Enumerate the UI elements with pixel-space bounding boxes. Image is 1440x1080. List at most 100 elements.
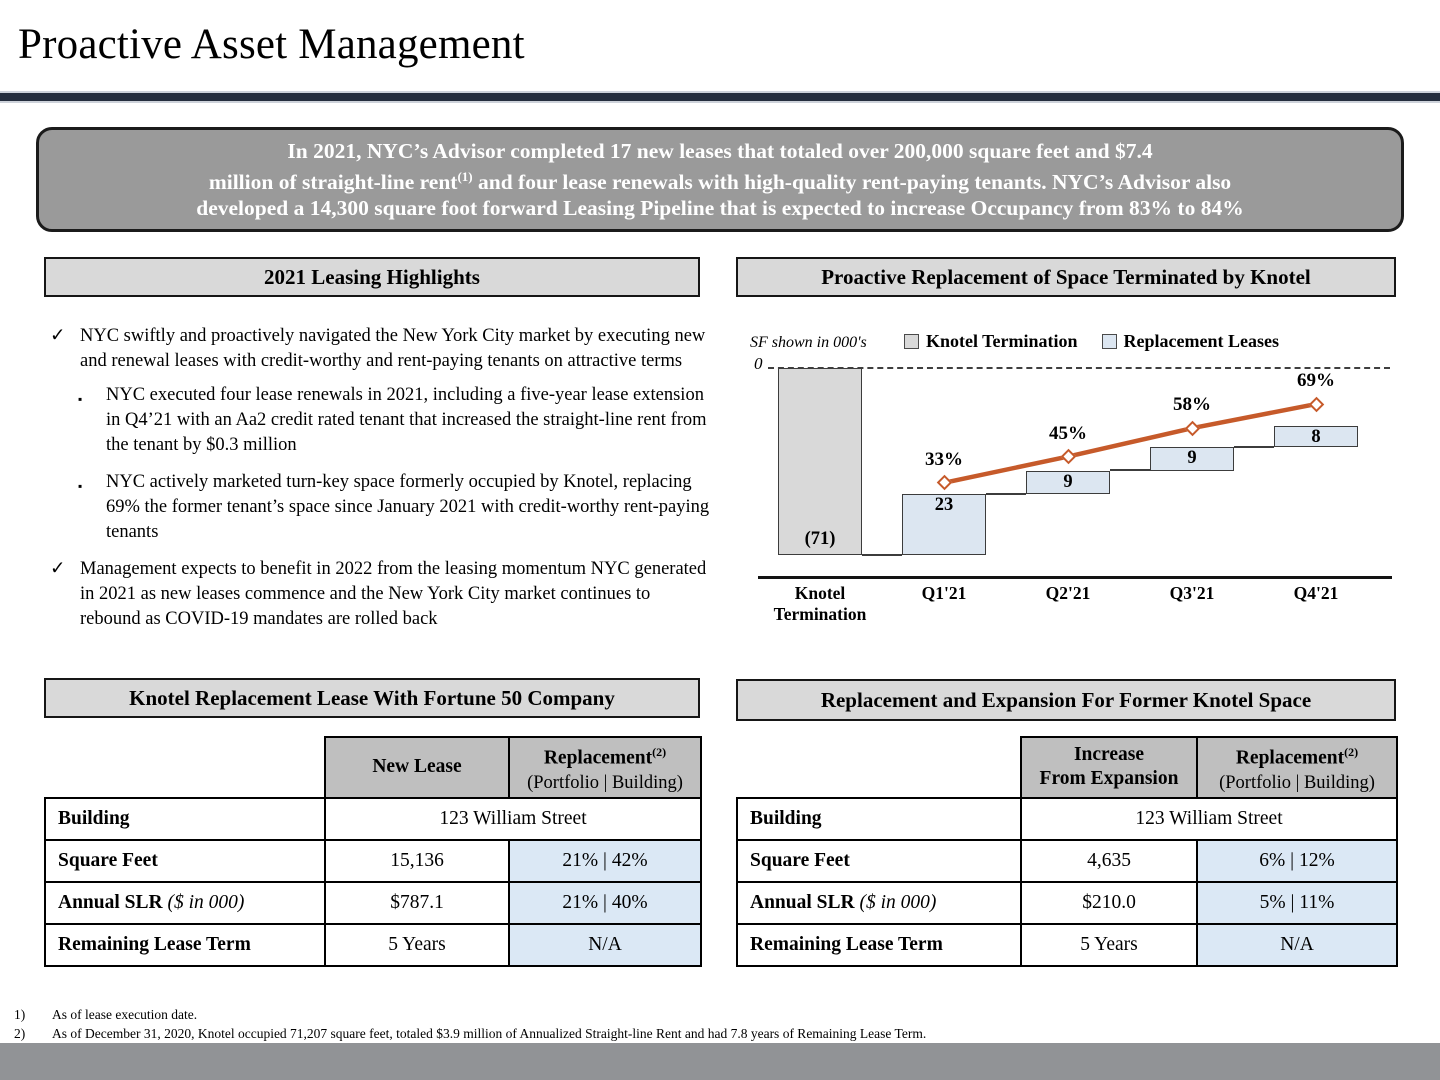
chart-category-label: Q3'21 xyxy=(1169,583,1215,603)
chart-percent-label: 33% xyxy=(925,448,963,470)
expansion-table: Increase From Expansion Replacement(2) (… xyxy=(736,736,1398,967)
sub-bullet-item: ▪ NYC actively marketed turn-key space f… xyxy=(72,470,710,545)
bullet-text: NYC swiftly and proactively navigated th… xyxy=(80,326,706,371)
chart-percent-label: 45% xyxy=(1049,422,1087,444)
chart-bar: 23 xyxy=(902,494,986,555)
chart-legend: Knotel Termination Replacement Leases xyxy=(904,331,1279,352)
col-header-replacement: Replacement(2) (Portfolio | Building) xyxy=(508,736,702,799)
footnote-text: As of lease execution date. xyxy=(52,1007,198,1022)
table-row: Remaining Lease Term 5 Years N/A xyxy=(44,922,702,967)
table-row: Building 123 William Street xyxy=(44,796,702,841)
check-icon: ✓ xyxy=(50,326,66,346)
bullet-text: NYC executed four lease renewals in 2021… xyxy=(106,385,707,455)
table-row: Annual SLR ($ in 000) $787.1 21% | 40% xyxy=(44,880,702,925)
bullet-text: Management expects to benefit in 2022 fr… xyxy=(80,559,707,629)
chart-bar: 9 xyxy=(1026,470,1110,495)
chart-bar-label: 9 xyxy=(1063,471,1073,492)
y-axis-zero-label: 0 xyxy=(754,354,763,373)
banner-line-3: developed a 14,300 square foot forward L… xyxy=(196,196,1244,221)
chart-category-label: Q4'21 xyxy=(1293,583,1339,603)
chart-step-connector xyxy=(986,492,1026,495)
row-label-annual-slr: Annual SLR ($ in 000) xyxy=(44,880,326,925)
chart-category-label: Q2'21 xyxy=(1045,583,1091,603)
remaining-term-value: 5 Years xyxy=(324,922,510,967)
bullet-item: ✓ NYC swiftly and proactively navigated … xyxy=(46,324,710,374)
banner-line-2: million of straight-line rent(1) and fou… xyxy=(208,168,1232,195)
annual-slr-replacement-pct: 21% | 40% xyxy=(508,880,702,925)
footnote-list: 1) As of lease execution date. 2) As of … xyxy=(14,1005,926,1043)
col-header-replacement: Replacement(2) (Portfolio | Building) xyxy=(1196,736,1398,799)
zero-gridline xyxy=(768,367,1390,369)
chart-percent-label: 69% xyxy=(1297,370,1335,392)
legend-swatch-knotel xyxy=(904,334,919,349)
square-bullet-icon: ▪ xyxy=(78,392,83,406)
col-header-increase-expansion: Increase From Expansion xyxy=(1020,736,1198,799)
row-label-building: Building xyxy=(44,796,326,841)
annual-slr-value: $210.0 xyxy=(1020,880,1198,925)
legend-label: Knotel Termination xyxy=(926,331,1078,351)
table-row: Square Feet 4,635 6% | 12% xyxy=(736,838,1398,883)
left-table-header: Knotel Replacement Lease With Fortune 50… xyxy=(44,678,700,718)
bullet-text: NYC actively marketed turn-key space for… xyxy=(106,472,710,542)
chart-line-marker-icon xyxy=(1060,448,1076,465)
square-feet-replacement-pct: 21% | 42% xyxy=(508,838,702,883)
chart-line-marker-icon xyxy=(936,475,952,491)
fortune50-lease-table: New Lease Replacement(2) (Portfolio | Bu… xyxy=(44,736,702,967)
leasing-highlights-header: 2021 Leasing Highlights xyxy=(44,257,700,297)
annual-slr-value: $787.1 xyxy=(324,880,510,925)
chart-step-connector xyxy=(862,553,902,556)
chart-section-header: Proactive Replacement of Space Terminate… xyxy=(736,257,1396,297)
chart-step-connector xyxy=(1110,469,1150,472)
table-corner-cell xyxy=(737,737,1021,798)
square-feet-value: 15,136 xyxy=(324,838,510,883)
remaining-term-value: 5 Years xyxy=(1020,922,1198,967)
chart-bar: (71) xyxy=(778,368,862,555)
square-feet-replacement-pct: 6% | 12% xyxy=(1196,838,1398,883)
chart-line-marker-icon xyxy=(1308,396,1324,412)
row-label-square-feet: Square Feet xyxy=(44,838,326,883)
remaining-term-replacement: N/A xyxy=(1196,922,1398,967)
chart-units-note: SF shown in 000's xyxy=(750,334,867,351)
square-bullet-icon: ▪ xyxy=(78,479,83,493)
chart-bar-label: 23 xyxy=(934,495,954,516)
building-value: 123 William Street xyxy=(1020,796,1398,841)
chart-category-label: Knotel Termination xyxy=(773,583,867,624)
chart-bar-label: (71) xyxy=(804,529,836,549)
title-divider xyxy=(0,91,1440,103)
table-row: Remaining Lease Term 5 Years N/A xyxy=(736,922,1398,967)
bullet-item: ✓ Management expects to benefit in 2022 … xyxy=(46,557,710,632)
legend-swatch-replacement xyxy=(1101,334,1117,349)
chart-bar-label: 9 xyxy=(1187,448,1197,468)
chart-bar-label: 8 xyxy=(1311,426,1321,447)
leasing-highlights-list: ✓ NYC swiftly and proactively navigated … xyxy=(46,324,710,641)
chart-category-label: Q1'21 xyxy=(921,583,967,603)
right-table-header: Replacement and Expansion For Former Kno… xyxy=(736,679,1396,721)
row-label-remaining-term: Remaining Lease Term xyxy=(44,922,326,967)
sub-bullet-item: ▪ NYC executed four lease renewals in 20… xyxy=(72,383,710,458)
x-axis-line xyxy=(758,576,1392,579)
footer-bar xyxy=(0,1043,1440,1080)
chart-step-connector xyxy=(1234,445,1274,448)
row-label-remaining-term: Remaining Lease Term xyxy=(736,922,1022,967)
footnote-text: As of December 31, 2020, Knotel occupied… xyxy=(52,1026,927,1041)
footnote-item: 2) As of December 31, 2020, Knotel occup… xyxy=(14,1024,926,1043)
legend-item: Replacement Leases xyxy=(1101,331,1279,352)
footnote-item: 1) As of lease execution date. xyxy=(14,1005,926,1024)
chart-percent-label: 58% xyxy=(1173,394,1211,416)
chart-line-marker-icon xyxy=(1184,420,1200,436)
remaining-term-replacement: N/A xyxy=(508,922,702,967)
building-value: 123 William Street xyxy=(324,796,702,841)
footnote-number: 2) xyxy=(14,1026,26,1041)
page-title: Proactive Asset Management xyxy=(18,21,525,68)
footnote-number: 1) xyxy=(14,1007,26,1022)
legend-item: Knotel Termination xyxy=(904,331,1078,352)
table-row: Square Feet 15,136 21% | 42% xyxy=(44,838,702,883)
annual-slr-replacement-pct: 5% | 11% xyxy=(1196,880,1398,925)
table-corner-cell xyxy=(45,737,325,798)
row-label-square-feet: Square Feet xyxy=(736,838,1022,883)
square-feet-value: 4,635 xyxy=(1020,838,1198,883)
row-label-annual-slr: Annual SLR ($ in 000) xyxy=(736,880,1022,925)
col-header-new-lease: New Lease xyxy=(324,736,510,799)
knotel-replacement-chart: SF shown in 000's Knotel Termination Rep… xyxy=(746,330,1402,648)
